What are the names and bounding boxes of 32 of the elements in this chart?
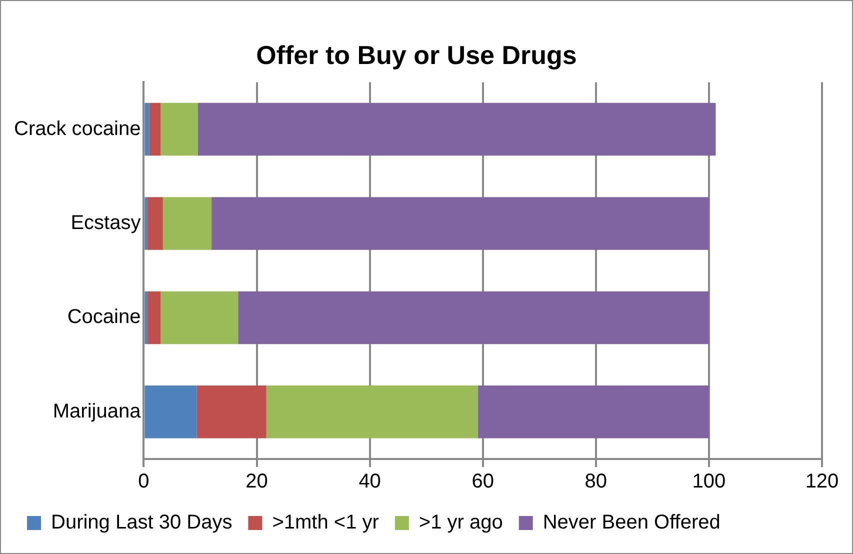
x-tick-label: 20 — [246, 470, 268, 493]
x-tick-label: 80 — [584, 470, 608, 493]
bar — [144, 197, 148, 250]
x-tick-label: 60 — [472, 470, 494, 493]
y-tick-label: Cocaine — [67, 306, 141, 328]
legend-label: >1mth <1 yr — [272, 512, 380, 534]
bar — [196, 386, 266, 438]
bar — [266, 386, 478, 438]
bar — [147, 291, 161, 344]
bar — [149, 102, 161, 156]
bar — [238, 291, 709, 344]
bar — [144, 102, 150, 156]
y-tick-label: Ecstasy — [70, 212, 141, 234]
bar — [144, 386, 197, 438]
legend-label: Never Been Offered — [542, 512, 720, 534]
bar — [478, 386, 709, 438]
x-tick-label: 40 — [358, 470, 381, 493]
x-tick-label: 0 — [138, 470, 150, 493]
y-tick-label: Crack cocaine — [14, 118, 141, 140]
bar — [144, 291, 148, 344]
x-tick-label: 120 — [805, 470, 839, 493]
chart-title: Offer to Buy or Use Drugs — [256, 40, 577, 70]
bar — [160, 102, 198, 156]
legend-label: >1 yr ago — [418, 512, 503, 534]
bar — [198, 102, 716, 156]
bar — [147, 197, 163, 250]
bar — [160, 291, 238, 344]
bar — [162, 197, 212, 250]
bar — [212, 197, 709, 250]
legend-label: During Last 30 Days — [51, 512, 232, 534]
x-tick-label: 100 — [692, 470, 726, 493]
y-tick-label: Marijuana — [52, 400, 142, 422]
